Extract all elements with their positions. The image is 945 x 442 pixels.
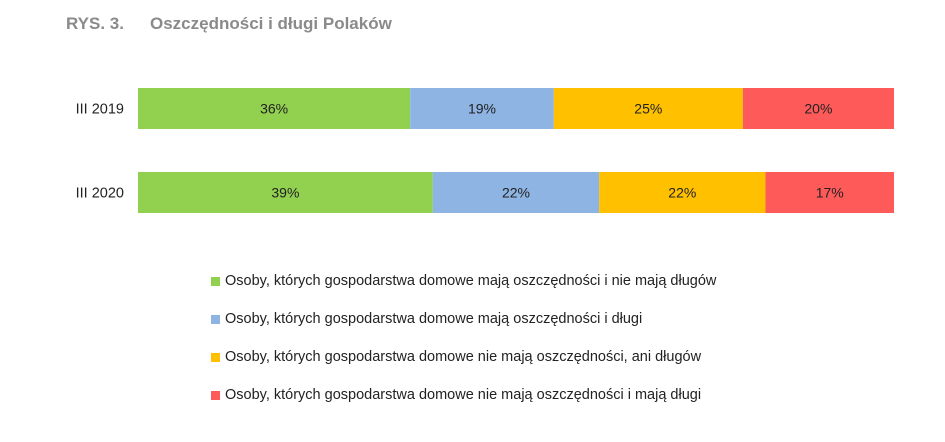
legend-swatch <box>211 276 220 286</box>
stacked-bar-chart: III 2019 36% 19% 25% 20% III 2020 39% 22% 22% 17% <box>76 88 894 213</box>
figure-title-text: Oszczędności i długi Polaków <box>150 14 392 33</box>
legend-swatch <box>211 390 220 400</box>
figure-number: RYS. 3. <box>66 14 124 33</box>
bar-segment <box>432 172 600 213</box>
legend-label: Osoby, których gospodarstwa domowe mają … <box>225 311 643 327</box>
data-label: 20% <box>804 101 832 117</box>
chart-legend: Osoby, których gospodarstwa domowe mają … <box>211 262 716 414</box>
bar-segment <box>138 172 433 213</box>
bar-segment <box>553 88 743 129</box>
legend-item: Osoby, których gospodarstwa domowe nie m… <box>211 376 716 414</box>
data-label: 22% <box>502 185 530 201</box>
legend-item: Osoby, których gospodarstwa domowe mają … <box>211 262 716 300</box>
figure-title: RYS. 3. Oszczędności i długi Polaków <box>66 14 392 34</box>
bar-segment <box>765 172 894 213</box>
category-label: III 2020 <box>76 186 124 202</box>
legend-label: Osoby, których gospodarstwa domowe nie m… <box>225 349 702 365</box>
category-label: III 2019 <box>76 102 124 118</box>
legend-label: Osoby, których gospodarstwa domowe nie m… <box>225 387 702 403</box>
bar-segment <box>138 88 411 129</box>
data-label: 22% <box>668 185 696 201</box>
data-label: 36% <box>260 101 288 117</box>
legend-item: Osoby, których gospodarstwa domowe nie m… <box>211 338 716 376</box>
legend-item: Osoby, których gospodarstwa domowe mają … <box>211 300 716 338</box>
legend-swatch <box>211 352 220 362</box>
bar-segment <box>599 172 766 213</box>
legend-label: Osoby, których gospodarstwa domowe mają … <box>225 273 717 289</box>
bar-segment <box>742 88 894 129</box>
bar-segment <box>410 88 554 129</box>
legend-swatch <box>211 314 220 324</box>
data-label: 39% <box>271 185 299 201</box>
data-label: 25% <box>634 101 662 117</box>
data-label: 17% <box>816 185 844 201</box>
data-label: 19% <box>468 101 496 117</box>
